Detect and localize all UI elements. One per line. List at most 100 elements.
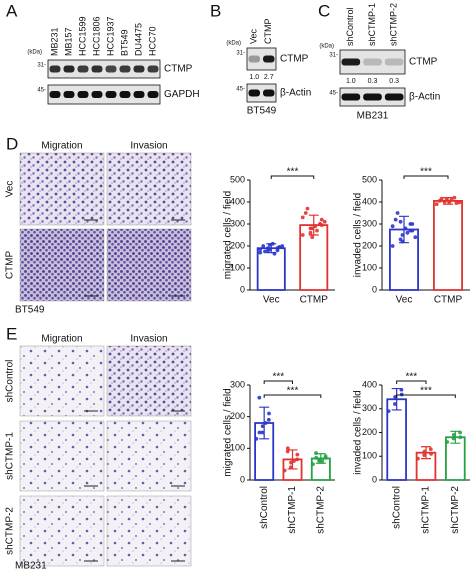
data-point — [393, 394, 398, 399]
x-tick-label: shCTMP-2 — [450, 486, 461, 534]
kda-marker: 31- — [329, 53, 338, 59]
y-tick-label: 100 — [362, 262, 377, 272]
blot-band — [263, 55, 275, 63]
significance-label: *** — [405, 372, 417, 383]
blot-band — [341, 58, 361, 66]
lane-label: CTMP — [263, 19, 273, 45]
x-tick-label: shCTMP-1 — [421, 486, 432, 534]
data-point — [399, 387, 404, 392]
data-point — [263, 249, 267, 254]
significance-bracket — [396, 380, 427, 384]
micrograph — [19, 345, 105, 417]
kda-marker: 45- — [37, 88, 46, 94]
blot-band — [133, 91, 145, 98]
blot-band — [263, 89, 275, 97]
data-point — [272, 251, 277, 256]
bar — [433, 199, 463, 291]
data-point — [390, 244, 395, 248]
data-point — [257, 395, 262, 400]
data-point — [263, 421, 268, 425]
kda-label: (kDa) — [319, 44, 334, 50]
data-point — [261, 244, 266, 248]
data-point — [258, 247, 263, 252]
data-point — [449, 197, 454, 202]
y-axis-label: migrated cells / field — [223, 191, 234, 279]
data-point — [258, 250, 263, 255]
lane-label: HCC1599 — [77, 16, 87, 56]
data-point — [289, 460, 293, 465]
lane-label: MB157 — [63, 27, 73, 56]
x-tick-label: shControl — [259, 486, 270, 529]
y-tick-label: 0 — [372, 284, 377, 294]
y-tick-label: 100 — [230, 262, 245, 272]
significance-bracket — [263, 380, 293, 384]
y-tick-label: 100 — [230, 443, 245, 453]
y-tick-label: 0 — [240, 284, 245, 294]
significance-bracket — [270, 175, 315, 179]
bar — [256, 247, 286, 291]
column-label: Invasion — [130, 334, 167, 345]
column-label: Migration — [41, 141, 82, 152]
quantification: 0.3 — [368, 78, 378, 85]
data-point — [452, 195, 457, 200]
cell-line: BT549 — [247, 106, 277, 117]
row-label: shCTMP-2 — [5, 507, 16, 555]
data-point — [300, 215, 305, 220]
data-point — [416, 456, 420, 461]
cell-line: MB231 — [357, 111, 389, 122]
blot-band — [133, 65, 145, 73]
micrograph — [19, 495, 105, 567]
data-point — [314, 451, 318, 455]
lane-label: Vec — [249, 28, 259, 44]
band-label: β-Actin — [409, 92, 440, 103]
data-point — [393, 217, 398, 222]
data-point — [410, 228, 415, 233]
lane-label: shCTMP-1 — [367, 3, 377, 46]
data-point — [405, 230, 410, 235]
data-point — [413, 235, 418, 240]
quantification: 0.3 — [389, 78, 399, 85]
band-label: CTMP — [409, 57, 438, 68]
data-point — [257, 430, 262, 435]
blot-band — [49, 65, 61, 73]
data-point — [310, 235, 315, 240]
panel-letter: C — [318, 1, 330, 20]
cell-line: BT549 — [15, 305, 45, 316]
lane-label: MB231 — [49, 27, 59, 56]
micrograph — [106, 495, 192, 567]
data-point — [392, 402, 397, 406]
band-label: CTMP — [164, 64, 193, 75]
data-point — [285, 446, 290, 451]
lane-label: DU4475 — [133, 23, 143, 56]
data-point — [451, 432, 456, 437]
x-tick-label: shCTMP-2 — [315, 486, 326, 534]
data-point — [445, 440, 450, 444]
y-tick-label: 400 — [362, 196, 377, 206]
data-point — [422, 449, 427, 454]
data-point — [400, 233, 405, 237]
y-tick-label: 0 — [372, 474, 377, 484]
blot-band — [77, 91, 89, 98]
y-tick-label: 200 — [230, 411, 245, 421]
x-tick-label: CTMP — [300, 295, 329, 306]
data-point — [311, 462, 315, 467]
x-tick-label: Vec — [263, 295, 280, 306]
blot-band — [248, 55, 260, 63]
data-point — [454, 201, 459, 206]
x-tick-label: shCTMP-1 — [287, 486, 298, 534]
significance-label: *** — [420, 386, 432, 397]
data-point — [303, 211, 308, 215]
blot-membrane — [47, 84, 161, 105]
error-bar — [287, 449, 298, 470]
data-point — [319, 217, 324, 222]
micrograph — [106, 420, 192, 492]
data-point — [295, 457, 300, 462]
data-point — [458, 435, 463, 440]
data-point — [408, 222, 413, 226]
data-point — [305, 206, 310, 211]
data-point — [457, 200, 462, 205]
significance-label: *** — [287, 386, 299, 397]
x-tick-label: CTMP — [434, 295, 463, 306]
micrograph — [106, 345, 192, 417]
lane-label: HCC1937 — [105, 16, 115, 56]
